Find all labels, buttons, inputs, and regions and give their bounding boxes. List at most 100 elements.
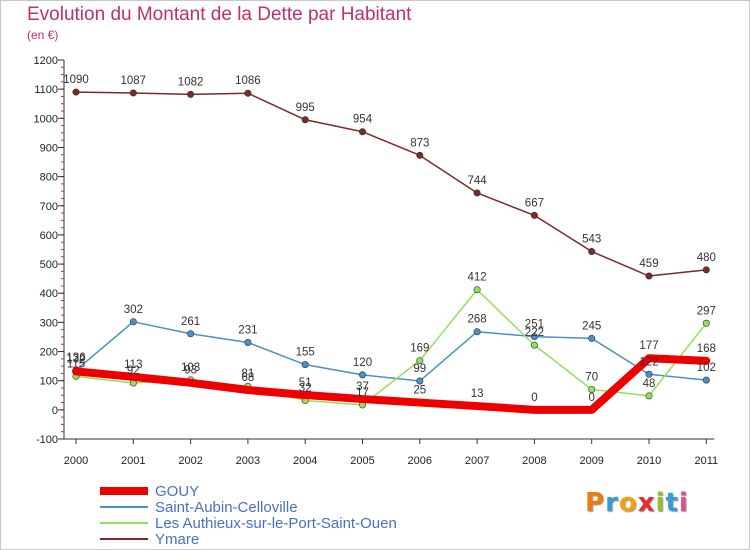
data-label-les-authieux-sur-le-port-saint-ouen: 32: [299, 383, 312, 395]
data-point-saint-aubin-celloville: [187, 330, 195, 338]
data-label-gouy: 51: [299, 377, 312, 389]
data-point-ymare: [416, 151, 424, 159]
data-label-les-authieux-sur-le-port-saint-ouen: 70: [585, 371, 598, 383]
data-point-ymare: [187, 90, 195, 98]
data-label-ymare: 459: [639, 258, 658, 270]
data-label-ymare: 744: [468, 175, 488, 187]
x-tick-label: 2000: [64, 455, 88, 467]
data-label-les-authieux-sur-le-port-saint-ouen: 92: [127, 365, 140, 377]
data-label-saint-aubin-celloville: 245: [582, 320, 601, 332]
data-point-ymare: [645, 272, 653, 280]
data-point-saint-aubin-celloville: [645, 370, 653, 378]
y-tick-label: -100: [36, 434, 58, 446]
y-tick-label: 500: [40, 259, 58, 271]
data-point-saint-aubin-celloville: [244, 339, 252, 347]
data-label-saint-aubin-celloville: 99: [413, 363, 426, 375]
proxiti-logo: Proxiti: [585, 488, 689, 518]
y-tick-label: 1000: [34, 113, 58, 125]
data-point-saint-aubin-celloville: [301, 361, 309, 369]
data-label-gouy: 68: [242, 372, 255, 384]
data-point-ymare: [702, 266, 710, 274]
data-label-saint-aubin-celloville: 122: [639, 356, 658, 368]
data-point-les-authieux-sur-le-port-saint-ouen: [645, 392, 653, 400]
logo-letter: t: [665, 488, 679, 518]
data-label-les-authieux-sur-le-port-saint-ouen: 412: [468, 272, 487, 284]
x-tick-label: 2008: [522, 455, 546, 467]
data-label-saint-aubin-celloville: 155: [296, 347, 315, 359]
data-point-ymare: [530, 211, 538, 219]
data-point-saint-aubin-celloville: [358, 371, 366, 379]
data-label-ymare: 954: [353, 114, 373, 126]
data-label-ymare: 1087: [121, 75, 147, 87]
y-tick-label: 300: [40, 317, 58, 329]
logo-letter: i: [655, 488, 666, 518]
data-point-saint-aubin-celloville: [588, 334, 596, 342]
logo-letter: P: [585, 488, 606, 518]
data-point-saint-aubin-celloville: [416, 377, 424, 385]
data-label-gouy: 25: [413, 385, 426, 397]
data-label-ymare: 667: [525, 197, 544, 209]
chart-unit: (en €): [27, 28, 59, 42]
x-tick-label: 2003: [236, 455, 260, 467]
y-tick-label: 800: [40, 172, 58, 184]
y-tick-label: 1200: [34, 55, 58, 67]
data-label-gouy: 177: [639, 340, 658, 352]
data-label-gouy: 0: [588, 392, 594, 404]
y-tick-label: 600: [40, 230, 58, 242]
series-line-ymare: [75, 91, 708, 277]
data-label-les-authieux-sur-le-port-saint-ouen: 81: [242, 368, 255, 380]
x-tick-label: 2004: [293, 455, 317, 467]
data-label-les-authieux-sur-le-port-saint-ouen: 17: [356, 387, 369, 399]
data-point-ymare: [473, 189, 481, 197]
axes: -100010020030040050060070080090010001100…: [34, 55, 719, 467]
data-label-les-authieux-sur-le-port-saint-ouen: 222: [525, 327, 544, 339]
data-labels-layer: 1090 1087 1082 1086995954873744667543459480…: [63, 74, 716, 404]
data-point-saint-aubin-celloville: [473, 328, 481, 336]
legend-swatch-les-authieux: [100, 522, 148, 524]
data-label-gouy: 113: [124, 359, 142, 371]
data-label-saint-aubin-celloville: 302: [124, 304, 143, 316]
x-tick-label: 2005: [350, 455, 374, 467]
y-tick-label: 200: [40, 347, 58, 359]
data-point-ymare: [244, 89, 252, 97]
series-line-gouy: [72, 354, 711, 414]
logo-letter: i: [678, 488, 689, 518]
data-label-saint-aubin-celloville: 268: [468, 314, 487, 326]
x-tick-label: 2006: [408, 455, 432, 467]
data-label-ymare: 1082: [178, 76, 204, 88]
data-label-saint-aubin-celloville: 102: [697, 362, 716, 374]
data-point-les-authieux-sur-le-port-saint-ouen: [473, 286, 481, 294]
data-label-les-authieux-sur-le-port-saint-ouen: 103: [181, 362, 200, 374]
data-point-les-authieux-sur-le-port-saint-ouen: [416, 357, 424, 365]
data-point-saint-aubin-celloville: [530, 333, 538, 341]
chart-title: Evolution du Montant de la Dette par Hab…: [27, 4, 412, 25]
y-tick-label: 700: [40, 201, 58, 213]
legend-swatch-ymare: [100, 538, 148, 540]
x-tick-label: 2011: [694, 455, 718, 467]
legend-swatch-gouy: [100, 487, 148, 495]
data-point-ymare: [72, 88, 80, 96]
y-tick-label: 1100: [34, 84, 58, 96]
legend-swatch-saint-aubin: [100, 506, 148, 508]
data-label-saint-aubin-celloville: 136: [66, 352, 85, 364]
y-tick-label: 900: [40, 142, 58, 154]
data-label-ymare: 543: [582, 234, 601, 246]
data-point-ymare: [358, 128, 366, 136]
data-label-saint-aubin-celloville: 120: [353, 357, 372, 369]
data-label-saint-aubin-celloville: 251: [525, 319, 544, 331]
x-tick-label: 2009: [579, 455, 603, 467]
legend-label-gouy: GOUY: [155, 483, 200, 500]
data-label-gouy: 132: [66, 353, 85, 365]
data-label-les-authieux-sur-le-port-saint-ouen: 297: [697, 305, 716, 317]
legend-label-saint-aubin: Saint-Aubin-Celloville: [155, 499, 298, 516]
y-tick-label: 0: [52, 405, 58, 417]
data-label-les-authieux-sur-le-port-saint-ouen: 48: [643, 378, 656, 390]
data-point-ymare: [301, 116, 309, 124]
data-label-ymare: 480: [697, 252, 716, 264]
logo-letter: x: [637, 488, 656, 518]
data-label-gouy: 168: [697, 343, 716, 355]
y-tick-label: 400: [40, 288, 58, 300]
logo-letter: o: [618, 488, 638, 518]
data-point-saint-aubin-celloville: [129, 318, 137, 326]
